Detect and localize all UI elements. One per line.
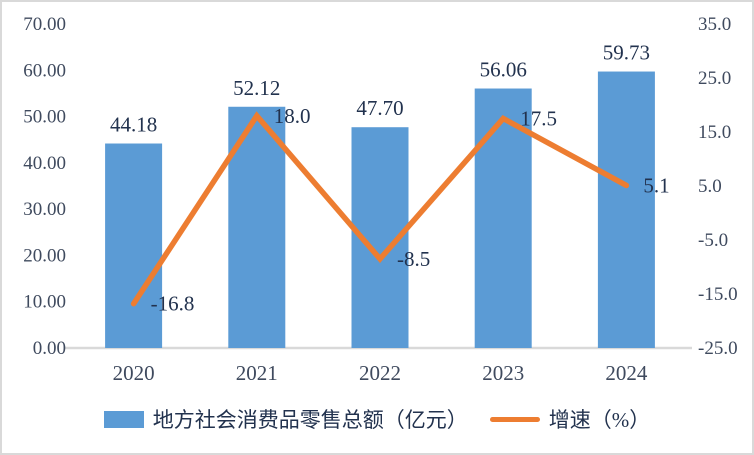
growth-rate-line	[130, 111, 630, 307]
bar-2024	[597, 71, 655, 348]
line-data-label: -16.8	[151, 292, 195, 316]
bar-data-label: 52.12	[233, 76, 280, 100]
line-series-swatch	[489, 416, 540, 422]
x-axis-category-label: 2023	[482, 361, 524, 385]
left-axis-tick: 0.00	[33, 338, 66, 359]
right-axis-tick: 25.0	[698, 68, 731, 89]
bar-data-label: 47.70	[356, 96, 403, 120]
left-axis-tick: 20.00	[23, 245, 66, 266]
left-axis-tick: 60.00	[23, 60, 66, 81]
line-data-label: 17.5	[520, 107, 557, 131]
legend-item-line-series: 增速（%）	[489, 404, 651, 434]
x-axis-category-label: 2024	[605, 361, 648, 385]
bar-data-label: 44.18	[110, 113, 157, 137]
right-axis-tick: -5.0	[698, 230, 728, 251]
x-axis-category-label: 2021	[236, 361, 278, 385]
legend-item-bar-series: 地方社会消费品零售总额（亿元）	[103, 404, 468, 434]
line-data-label: 18.0	[274, 104, 311, 128]
bar-data-label: 59.73	[603, 41, 650, 65]
bar-series-swatch	[103, 410, 144, 428]
bar-data-label: 56.06	[480, 58, 527, 82]
bar-2020	[105, 143, 163, 348]
chart-plot-area: 0.00 10.00 20.00 30.00 40.00 50.00 60.00 70.00 -…	[23, 14, 738, 385]
line-data-label: -8.5	[397, 247, 430, 271]
line-data-label: 5.1	[643, 173, 669, 197]
x-axis-category-label: 2020	[113, 361, 155, 385]
bar-series-label: 地方社会消费品零售总额（亿元）	[152, 408, 468, 432]
left-axis-tick: 70.00	[23, 14, 66, 35]
left-axis-tick: 40.00	[23, 153, 66, 174]
x-axis-category-label: 2022	[359, 361, 401, 385]
right-axis-tick: -15.0	[698, 284, 738, 305]
left-axis-tick: 30.00	[23, 199, 66, 220]
right-axis-tick: 15.0	[698, 122, 731, 143]
right-axis-tick: 35.0	[698, 14, 731, 35]
line-series-label: 增速（%）	[548, 408, 651, 432]
left-axis-tick: 10.00	[23, 292, 66, 313]
right-axis-tick: 5.0	[698, 176, 722, 197]
right-axis-tick: -25.0	[698, 338, 738, 359]
left-axis-tick: 50.00	[23, 107, 66, 128]
legend: 地方社会消费品零售总额（亿元） 增速（%）	[2, 394, 752, 444]
